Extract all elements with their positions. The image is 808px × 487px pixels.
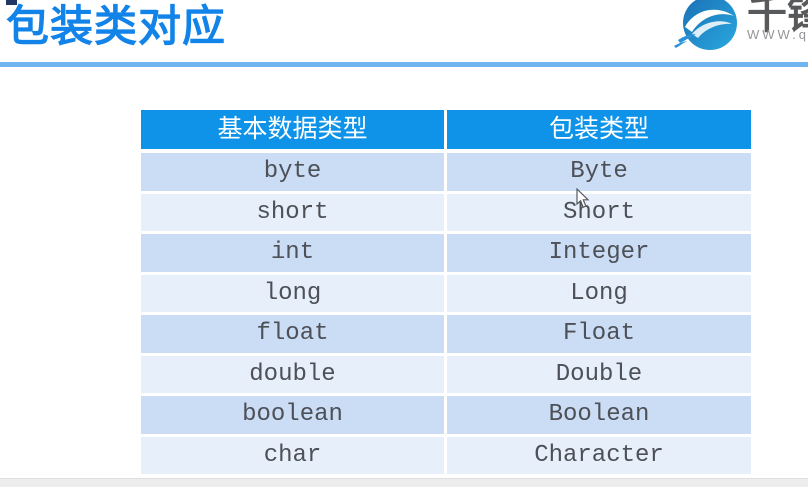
table-header-row: 基本数据类型 包装类型 [141,110,751,149]
table-row-int: int Integer [141,234,751,272]
primitive-cell: int [141,234,444,272]
table-row-char: char Character [141,436,751,474]
header-wrapper-type: 包装类型 [447,110,751,149]
table-row-byte: byte Byte [141,153,751,191]
primitive-cell: long [141,274,444,312]
brand-name: 千锋 [747,0,808,37]
qianfeng-wave-icon [674,0,737,50]
primitive-cell: char [141,436,444,474]
wrapper-cell: Boolean [447,396,751,434]
table-row-float: float Float [141,315,751,353]
header-primitive-type: 基本数据类型 [141,110,444,149]
primitive-cell: float [141,315,444,353]
bottom-edge-strip [0,478,808,487]
table-row-double: double Double [141,355,751,393]
wrapper-type-table: 基本数据类型 包装类型 byte Byte short Short int In… [141,110,751,477]
decor-fragment [6,0,17,5]
wrapper-cell: Long [447,274,751,312]
wrapper-cell: Character [447,436,751,474]
primitive-cell: short [141,193,444,231]
table-row-short: short Short [141,193,751,231]
primitive-cell: boolean [141,396,444,434]
primitive-cell: byte [141,153,444,191]
table-row-long: long Long [141,274,751,312]
page-title: 包装类对应 [6,3,226,51]
wrapper-cell: Short [447,193,751,231]
title-divider [0,62,808,67]
wrapper-cell: Float [447,315,751,353]
wrapper-cell: Integer [447,234,751,272]
table-row-boolean: boolean Boolean [141,396,751,434]
wrapper-cell: Double [447,355,751,393]
primitive-cell: double [141,355,444,393]
wrapper-cell: Byte [447,153,751,191]
brand-url: WWW.q [747,27,808,42]
brand-logo: 千锋 WWW.q [668,0,808,54]
mouse-cursor-icon [576,188,590,208]
